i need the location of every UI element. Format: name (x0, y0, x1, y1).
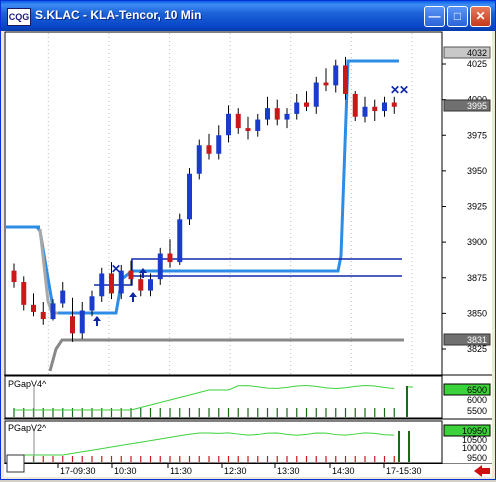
study2-label[interactable]: PGapV2^ (8, 423, 47, 433)
time-axis-label: 10:30 (114, 466, 137, 476)
study2-axis-1: 10000 (462, 443, 487, 453)
time-axis-label: 17-09:30 (60, 466, 96, 476)
corner-box-button[interactable] (6, 454, 25, 473)
high-badge-text: 4032 (467, 48, 487, 58)
candle-body[interactable] (343, 65, 348, 94)
study2-axis-2: 9500 (467, 453, 487, 463)
candle-body[interactable] (323, 82, 329, 86)
close-icon: ✕ (475, 9, 486, 23)
scroll-left-arrow-icon[interactable] (474, 465, 490, 477)
candle-body[interactable] (31, 304, 36, 312)
buy-arrow-icon (93, 316, 101, 326)
price-axis-label: 3975 (467, 130, 487, 140)
candle-body[interactable] (216, 135, 222, 154)
high-badge: 4032 (443, 46, 491, 59)
gray-support-line (48, 338, 404, 372)
candle-body[interactable] (118, 270, 124, 294)
candle-body[interactable] (313, 82, 319, 107)
candle-body[interactable] (148, 279, 153, 291)
study1-value-badge: 6500 (443, 383, 491, 396)
study1-line (14, 385, 395, 411)
candle-body[interactable] (226, 113, 231, 136)
price-axis-label: 3925 (467, 202, 487, 212)
candle-body[interactable] (391, 102, 397, 107)
candle-body[interactable] (255, 119, 261, 131)
candle-body[interactable] (138, 279, 144, 291)
last-price-badge: 3995 (443, 99, 491, 112)
maximize-button[interactable]: □ (447, 6, 468, 27)
candle-body[interactable] (157, 253, 163, 280)
study1-axis-1: 5500 (467, 406, 487, 416)
time-axis-label: 17-15:30 (386, 466, 422, 476)
candle-body[interactable] (60, 290, 66, 304)
sell-x-icon: ✕ (111, 262, 121, 276)
time-axis-label: 11:30 (170, 466, 192, 476)
candle-body[interactable] (265, 108, 270, 120)
time-axis-label: 12:30 (224, 466, 247, 476)
candle-body[interactable] (99, 273, 105, 297)
study2-line (14, 432, 395, 456)
time-axis-label: 13:30 (277, 466, 300, 476)
price-axis-label: 3900 (467, 237, 487, 247)
candle-body[interactable] (274, 108, 280, 120)
price-axis-label: 3825 (467, 344, 487, 354)
low-badge-text: 3831 (467, 335, 487, 345)
chart-client-area: 402540003975395039253900387538503825 ✕✕✕… (4, 31, 492, 477)
time-axis-label: 14:30 (332, 466, 355, 476)
candle-body[interactable] (177, 219, 183, 263)
minimize-icon: — (428, 9, 441, 23)
buy-arrow-icon (129, 292, 137, 302)
candle-body[interactable] (382, 102, 387, 112)
candle-body[interactable] (196, 145, 202, 174)
candle-body[interactable] (11, 270, 17, 283)
buy-arrow-icon (139, 268, 147, 278)
window-title: S.KLAC - KLA-Tencor, 10 Min (35, 8, 202, 22)
minimize-button[interactable]: — (424, 6, 445, 27)
candle-body[interactable] (21, 282, 27, 305)
candle-body[interactable] (40, 311, 46, 320)
candle-body[interactable] (206, 145, 212, 154)
price-axis-label: 3950 (467, 166, 487, 176)
candle-body[interactable] (128, 270, 134, 280)
study2-pane (4, 420, 443, 464)
candle-body[interactable] (89, 296, 95, 311)
close-button[interactable]: ✕ (470, 6, 491, 27)
study1-value-text: 6500 (467, 385, 487, 395)
chart-canvas[interactable]: 402540003975395039253900387538503825 ✕✕✕… (4, 31, 492, 477)
price-axis-label: 3875 (467, 273, 487, 283)
candle-body[interactable] (362, 106, 368, 117)
study2-value-badge: 10950 (443, 424, 491, 437)
study1-label[interactable]: PGapV4^ (8, 379, 47, 389)
candle-body[interactable] (70, 316, 75, 334)
maximize-icon: □ (453, 9, 462, 23)
candle-body[interactable] (50, 303, 56, 320)
candle-body[interactable] (284, 113, 290, 120)
study2-axis-0: 10500 (462, 435, 487, 445)
candle-body[interactable] (235, 113, 241, 129)
candle-body[interactable] (352, 93, 358, 117)
sell-x-icon: ✕ (390, 83, 400, 97)
title-bar[interactable]: CQG S.KLAC - KLA-Tencor, 10 Min — □ ✕ (1, 1, 495, 31)
candle-body[interactable] (167, 253, 173, 263)
candle-body[interactable] (304, 102, 309, 107)
candle-body[interactable] (187, 173, 192, 220)
low-badge: 3831 (443, 333, 491, 346)
price-axis-label: 4025 (467, 59, 487, 69)
last-price-badge-text: 3995 (467, 101, 487, 111)
sell-x-icon: ✕ (399, 83, 409, 97)
price-axis-label: 3850 (467, 308, 487, 318)
candle-body[interactable] (109, 273, 114, 294)
candle-body[interactable] (245, 128, 251, 131)
study1-axis-0: 6000 (467, 395, 487, 405)
candle-body[interactable] (372, 106, 378, 112)
study1-pane (4, 375, 443, 419)
candle-body[interactable] (333, 65, 339, 86)
cqg-app-icon[interactable]: CQG (7, 8, 31, 26)
study2-value-text: 10950 (462, 426, 487, 436)
candle-body[interactable] (294, 102, 300, 114)
candle-body[interactable] (79, 310, 85, 334)
